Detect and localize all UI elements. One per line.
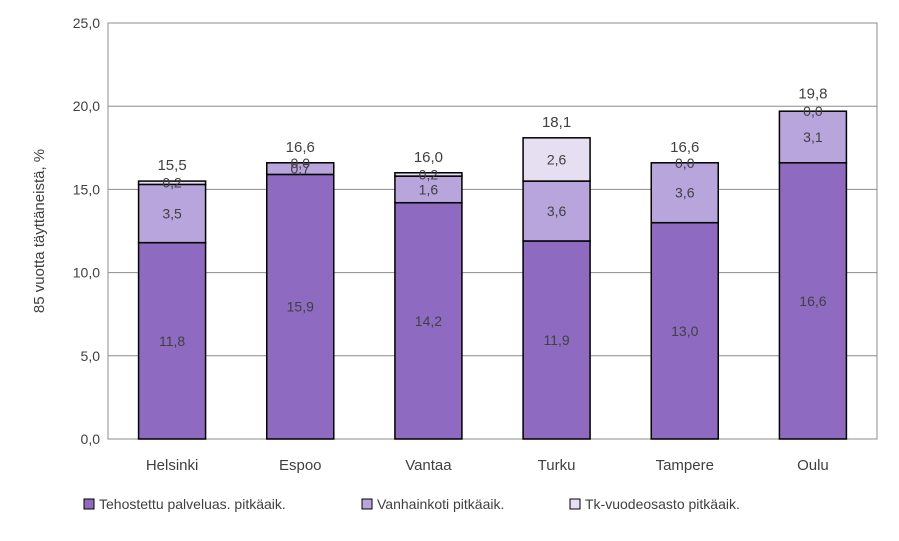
y-tick-label: 5,0 xyxy=(81,348,101,364)
legend-label: Vanhainkoti pitkäaik. xyxy=(377,496,504,512)
data-label: 3,6 xyxy=(675,185,695,201)
x-tick-label: Espoo xyxy=(279,457,322,474)
y-tick-label: 25,0 xyxy=(73,15,100,31)
x-tick-label: Vantaa xyxy=(405,457,452,474)
bar-segment xyxy=(394,172,463,177)
data-label: 3,5 xyxy=(162,206,182,222)
bar-segment xyxy=(394,201,463,440)
total-label: 18,1 xyxy=(542,114,571,131)
bar-segment xyxy=(522,137,591,182)
x-tick-label: Helsinki xyxy=(146,457,199,474)
bar-segment xyxy=(394,175,463,204)
y-tick-label: 15,0 xyxy=(73,181,100,197)
y-tick-label: 0,0 xyxy=(81,431,101,447)
total-label: 16,6 xyxy=(286,139,315,156)
data-label: 2,6 xyxy=(547,151,567,167)
bar-segment xyxy=(522,180,591,242)
bar-segment xyxy=(266,173,335,440)
legend-label: Tehostettu palveluas. pitkäaik. xyxy=(99,496,286,512)
data-label: 15,9 xyxy=(287,299,314,315)
data-label: 14,2 xyxy=(415,313,442,329)
bar-segment xyxy=(522,240,591,440)
bar-segment xyxy=(650,221,719,440)
bar-segment xyxy=(137,183,207,244)
data-label: 1,6 xyxy=(419,181,439,197)
bar-segment xyxy=(266,162,335,176)
y-tick-label: 20,0 xyxy=(73,98,100,114)
data-label: 3,1 xyxy=(803,129,823,145)
data-label: 0,0 xyxy=(803,103,823,119)
total-label: 19,8 xyxy=(798,86,827,103)
total-label: 15,5 xyxy=(157,157,186,174)
legend-swatch xyxy=(569,498,581,510)
bar-segment xyxy=(778,110,848,164)
data-label: 13,0 xyxy=(671,323,698,339)
bar-segment xyxy=(137,180,207,186)
bar-segment xyxy=(137,241,207,440)
data-label: 0,2 xyxy=(419,166,439,182)
x-tick-label: Tampere xyxy=(656,457,714,474)
legend-label: Tk-vuodeosasto pitkäaik. xyxy=(585,496,740,512)
legend-swatch xyxy=(83,498,95,510)
data-label: 0,0 xyxy=(291,155,311,171)
bar-segment xyxy=(778,162,848,440)
data-label: 0,0 xyxy=(675,155,695,171)
y-axis-label: 85 vuotta täyttäneistä, % xyxy=(31,149,48,313)
plot-area xyxy=(107,22,878,440)
total-label: 16,6 xyxy=(670,139,699,156)
data-label: 0,7 xyxy=(291,161,311,177)
data-label: 3,6 xyxy=(547,203,567,219)
total-label: 16,0 xyxy=(414,149,443,166)
legend-swatch xyxy=(361,498,373,510)
bar-segment xyxy=(650,162,719,224)
data-label: 0,2 xyxy=(162,175,182,191)
y-tick-label: 10,0 xyxy=(73,265,100,281)
x-tick-label: Turku xyxy=(538,457,576,474)
x-tick-label: Oulu xyxy=(797,457,829,474)
data-label: 11,9 xyxy=(543,332,569,348)
data-label: 11,8 xyxy=(159,333,185,349)
data-label: 16,6 xyxy=(799,293,826,309)
